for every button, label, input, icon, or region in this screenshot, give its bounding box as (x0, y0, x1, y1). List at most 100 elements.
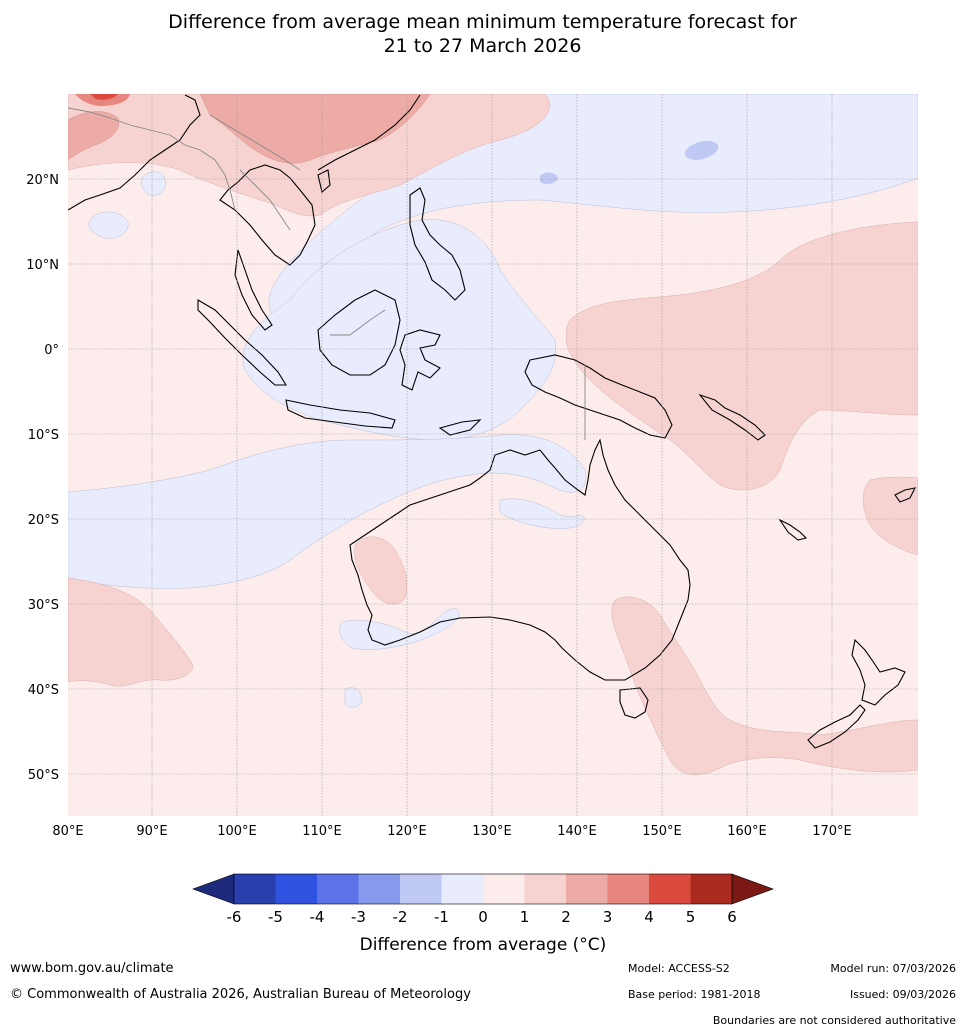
lat-label-0: 0° (44, 343, 59, 358)
lon-label-110e: 110°E (302, 824, 342, 839)
country-boundaries (68, 107, 586, 440)
colorbar-tick-m5: -5 (268, 908, 283, 926)
new-zealand-north-coastline (851, 638, 906, 706)
tasmania-coastline (619, 687, 649, 719)
boundary-china-south (209, 114, 301, 171)
warm-region-china (199, 94, 431, 164)
boundary-himalaya (68, 107, 201, 151)
colorbar-title: Difference from average (°C) (360, 935, 607, 955)
java-coastline (285, 399, 396, 429)
cool-region-bay (88, 211, 129, 239)
lon-label-160e: 160°E (727, 824, 767, 839)
lon-label-170e: 170°E (812, 824, 852, 839)
longitude-labels: 80°E 90°E 100°E 110°E 120°E 130°E 140°E … (52, 824, 851, 839)
lon-label-140e: 140°E (557, 824, 597, 839)
colorbar-tick-4: 4 (644, 908, 654, 926)
colorbar-tick-m1: -1 (434, 908, 449, 926)
lat-label-10s: 10°S (28, 428, 59, 443)
malay-peninsula-coastline (234, 249, 273, 331)
warm-region-himalaya (75, 94, 130, 106)
coastlines (68, 94, 916, 749)
colorbar-segment-11 (649, 874, 691, 904)
colorbar-tick-m6: -6 (227, 908, 242, 926)
timor-coastline (438, 419, 482, 436)
colorbar-low-extend (192, 873, 235, 905)
lat-label-50s: 50°S (28, 768, 59, 783)
fiji-coastline (894, 487, 916, 503)
anomaly-fields (68, 94, 918, 775)
new-zealand-south-coastline (807, 704, 866, 749)
model-name: Model: ACCESS-S2 (628, 962, 730, 975)
cool-region-maritime (242, 219, 557, 441)
lon-label-130e: 130°E (472, 824, 512, 839)
cool-patch-pacific-2 (540, 172, 558, 185)
boundary-borneo (330, 309, 386, 336)
cool-patch-pacific-1 (684, 140, 719, 160)
warm-region-himalaya-core (90, 94, 118, 100)
india-coastline (68, 94, 201, 211)
lat-label-40s: 40°S (28, 683, 59, 698)
boundary-myanmar (199, 149, 236, 211)
colorbar-segment-3 (317, 874, 359, 904)
map-title: Difference from average mean minimum tem… (0, 10, 965, 58)
colorbar-high-extend (731, 873, 774, 905)
colorbar-tick-3: 3 (603, 908, 613, 926)
china-coastline (317, 94, 421, 171)
colorbar-tick-labels: -6 -5 -4 -3 -2 -1 0 1 2 3 4 5 6 (227, 908, 737, 926)
colorbar-segment-5 (400, 874, 442, 904)
sumatra-coastline (197, 299, 287, 386)
colorbar-tick-m4: -4 (310, 908, 325, 926)
colorbar-segment-2 (275, 874, 317, 904)
lat-label-30s: 30°S (28, 598, 59, 613)
colorbar-segment-10 (607, 874, 649, 904)
new-caledonia-coastline (778, 518, 808, 541)
lat-label-20s: 20°S (28, 513, 59, 528)
gridlines (68, 94, 918, 816)
colorbar-segment-4 (358, 874, 400, 904)
new-guinea-coastline (524, 354, 673, 439)
cool-region-southern (344, 687, 363, 708)
lon-label-100e: 100°E (217, 824, 257, 839)
model-run-date: Model run: 07/03/2026 (830, 962, 956, 975)
warm-region-wa (354, 536, 408, 605)
cool-region-nw-shelf (499, 498, 585, 529)
colorbar-segment-7 (483, 874, 525, 904)
solomon-islands-coastline (698, 393, 766, 441)
lat-label-10n: 10°N (26, 258, 59, 273)
warm-region-tasman (611, 596, 918, 775)
australia-coastline (349, 438, 691, 681)
cool-region-sri-lanka (141, 171, 167, 196)
colorbar-segment-12 (690, 874, 732, 904)
boundaries-disclaimer: Boundaries are not considered authoritat… (712, 1014, 956, 1027)
lon-label-80e: 80°E (52, 824, 83, 839)
copyright-notice: © Commonwealth of Australia 2026, Austra… (10, 987, 471, 1002)
colorbar-tick-2: 2 (561, 908, 571, 926)
warm-region-ne-pacific (863, 476, 918, 556)
colorbar-tick-5: 5 (686, 908, 696, 926)
colorbar-segment-6 (441, 874, 483, 904)
lon-label-150e: 150°E (642, 824, 682, 839)
colorbar: -6 -5 -4 -3 -2 -1 0 1 2 3 4 5 6 Differen… (192, 873, 774, 955)
lon-label-90e: 90°E (136, 824, 167, 839)
colorbar-tick-6: 6 (727, 908, 737, 926)
lon-label-120e: 120°E (387, 824, 427, 839)
boundary-laos (239, 169, 291, 231)
base-period: Base period: 1981-2018 (628, 988, 761, 1001)
title-line-1: Difference from average mean minimum tem… (168, 11, 797, 33)
borneo-coastline (317, 289, 401, 376)
colorbar-segment-8 (524, 874, 566, 904)
colorbar-outline (233, 873, 733, 905)
website-link[interactable]: www.bom.gov.au/climate (10, 961, 174, 976)
warm-region-tibet (68, 111, 120, 161)
colorbar-tick-m3: -3 (351, 908, 366, 926)
lat-label-20n: 20°N (26, 173, 59, 188)
colorbar-tick-m2: -2 (393, 908, 408, 926)
taiwan-coastline (317, 169, 331, 194)
philippines-coastline (409, 187, 466, 301)
colorbar-segment-1 (234, 874, 276, 904)
sulawesi-coastline (399, 329, 441, 391)
issued-date: Issued: 09/03/2026 (849, 988, 956, 1001)
warm-region-southwest (68, 577, 193, 687)
colorbar-tick-0: 0 (478, 908, 488, 926)
